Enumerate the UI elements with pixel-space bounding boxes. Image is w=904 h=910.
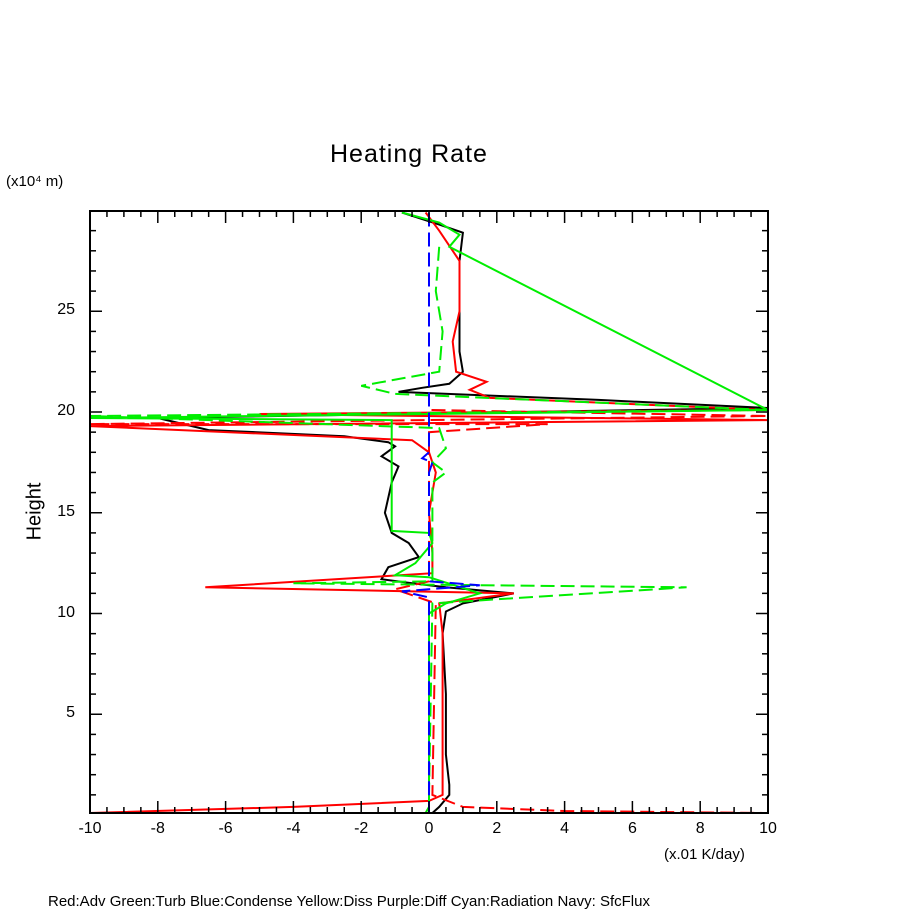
series-line-condense	[401, 212, 480, 813]
x-tick-label: 0	[424, 820, 434, 837]
series-line-turb-dashed-	[90, 246, 768, 813]
x-tick-label: 10	[759, 820, 777, 837]
y-units-label: (x10⁴ m)	[6, 173, 64, 190]
y-tick-label: 15	[57, 502, 75, 520]
chart-title: Heating Rate	[330, 140, 488, 168]
x-axis-label: (x.01 K/day)	[664, 846, 745, 863]
x-tick-label: 8	[695, 820, 705, 837]
x-tick-label: 6	[627, 820, 637, 837]
y-tick-label: 5	[66, 704, 75, 722]
y-tick-label: 10	[57, 603, 75, 621]
y-tick-label: 25	[57, 301, 75, 319]
x-tick-label: -8	[150, 820, 165, 837]
x-tick-label: 2	[492, 820, 502, 837]
series-line-turb	[90, 211, 768, 813]
series-line-total	[157, 211, 768, 813]
x-tick-label: 4	[560, 820, 570, 837]
x-tick-label: -6	[218, 820, 233, 837]
series-line-adv-dashed-	[90, 212, 768, 813]
x-tick-label: -10	[78, 820, 102, 837]
x-tick-label: -2	[354, 820, 369, 837]
y-tick-label: 20	[57, 402, 75, 419]
x-tick-label: -4	[286, 820, 301, 837]
series-line-adv	[90, 211, 768, 813]
legend-text: Red:Adv Green:Turb Blue:Condense Yellow:…	[48, 893, 650, 910]
